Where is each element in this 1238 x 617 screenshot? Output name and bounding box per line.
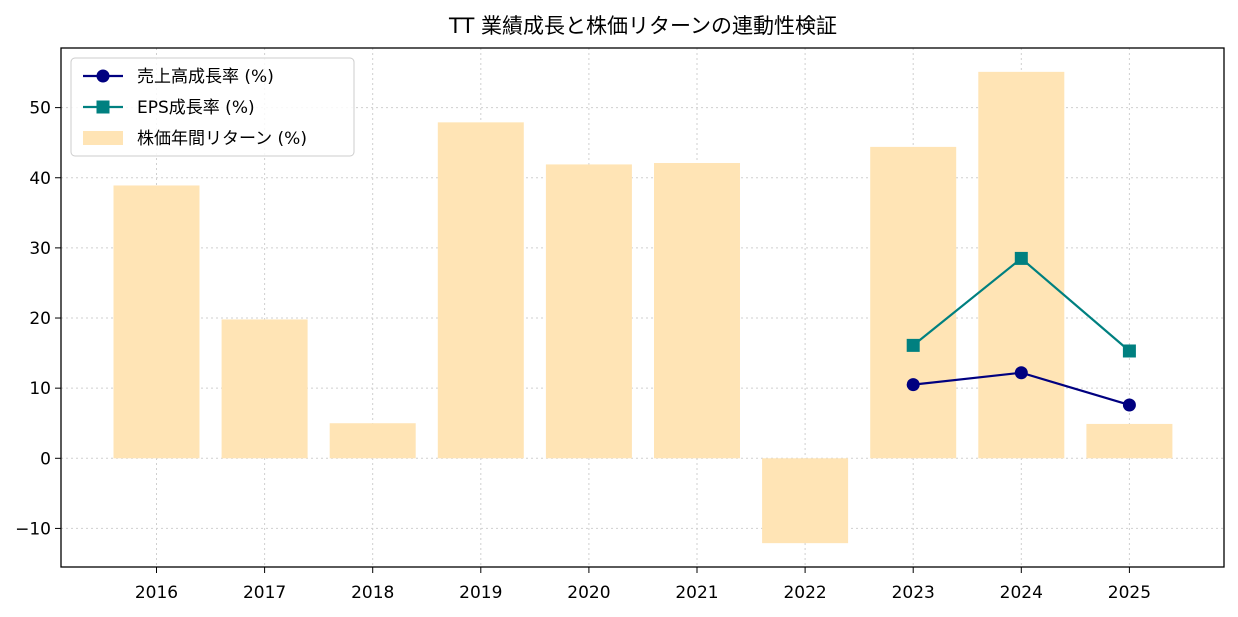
series-0-point-2024 (1014, 366, 1028, 380)
return-bar-2022 (762, 458, 849, 544)
x-tick-label: 2025 (1108, 583, 1151, 603)
x-tick-label: 2019 (459, 583, 502, 603)
series-0-point-2025 (1122, 398, 1136, 412)
y-tick-label: −10 (15, 519, 51, 539)
legend-box (70, 57, 355, 157)
y-tick-label: 30 (29, 239, 51, 259)
bar-series (113, 71, 1173, 544)
y-tick-label: 20 (29, 309, 51, 329)
return-bar-2018 (329, 423, 416, 459)
legend-label: 売上高成長率 (%) (137, 67, 274, 87)
x-tick-label: 2021 (675, 583, 718, 603)
legend-label: 株価年間リターン (%) (137, 129, 307, 149)
y-tick-label: 40 (29, 169, 51, 189)
axis-ticks: −10 0 10 20 30 40 50 2016 2017 2018 2019 2020 2021 20… (15, 99, 1151, 603)
x-tick-label: 2020 (567, 583, 610, 603)
legend-marker (96, 100, 110, 114)
return-bar-2017 (221, 319, 308, 459)
x-tick-label: 2016 (135, 583, 178, 603)
return-bar-2025 (1086, 423, 1173, 459)
return-bar-2016 (113, 185, 200, 459)
chart-title: TT 業績成長と株価リターンの連動性検証 (448, 14, 837, 38)
line-series (906, 251, 1136, 412)
series-1-point-2025 (1122, 344, 1136, 358)
y-tick-label: 50 (29, 99, 51, 119)
series-1-point-2023 (906, 338, 920, 352)
return-bar-2019 (437, 122, 524, 459)
legend-swatch-bar (83, 131, 123, 145)
x-tick-label: 2018 (351, 583, 394, 603)
x-tick-label: 2017 (243, 583, 286, 603)
return-bar-2024 (978, 71, 1065, 459)
x-tick-label: 2024 (1000, 583, 1043, 603)
series-0-point-2023 (906, 378, 920, 392)
series-1-point-2024 (1014, 251, 1028, 265)
return-bar-2021 (654, 163, 740, 459)
legend: 売上高成長率 (%) EPS成長率 (%) 株価年間リターン (%) (70, 57, 355, 157)
x-tick-label: 2022 (783, 583, 826, 603)
return-bar-2020 (545, 164, 632, 459)
y-tick-label: 10 (29, 379, 51, 399)
plot-frame (60, 47, 1225, 568)
x-tick-label: 2023 (892, 583, 935, 603)
legend-marker (96, 69, 110, 83)
legend-label: EPS成長率 (%) (137, 98, 255, 118)
return-bar-2023 (870, 146, 957, 459)
y-tick-label: 0 (40, 449, 51, 469)
